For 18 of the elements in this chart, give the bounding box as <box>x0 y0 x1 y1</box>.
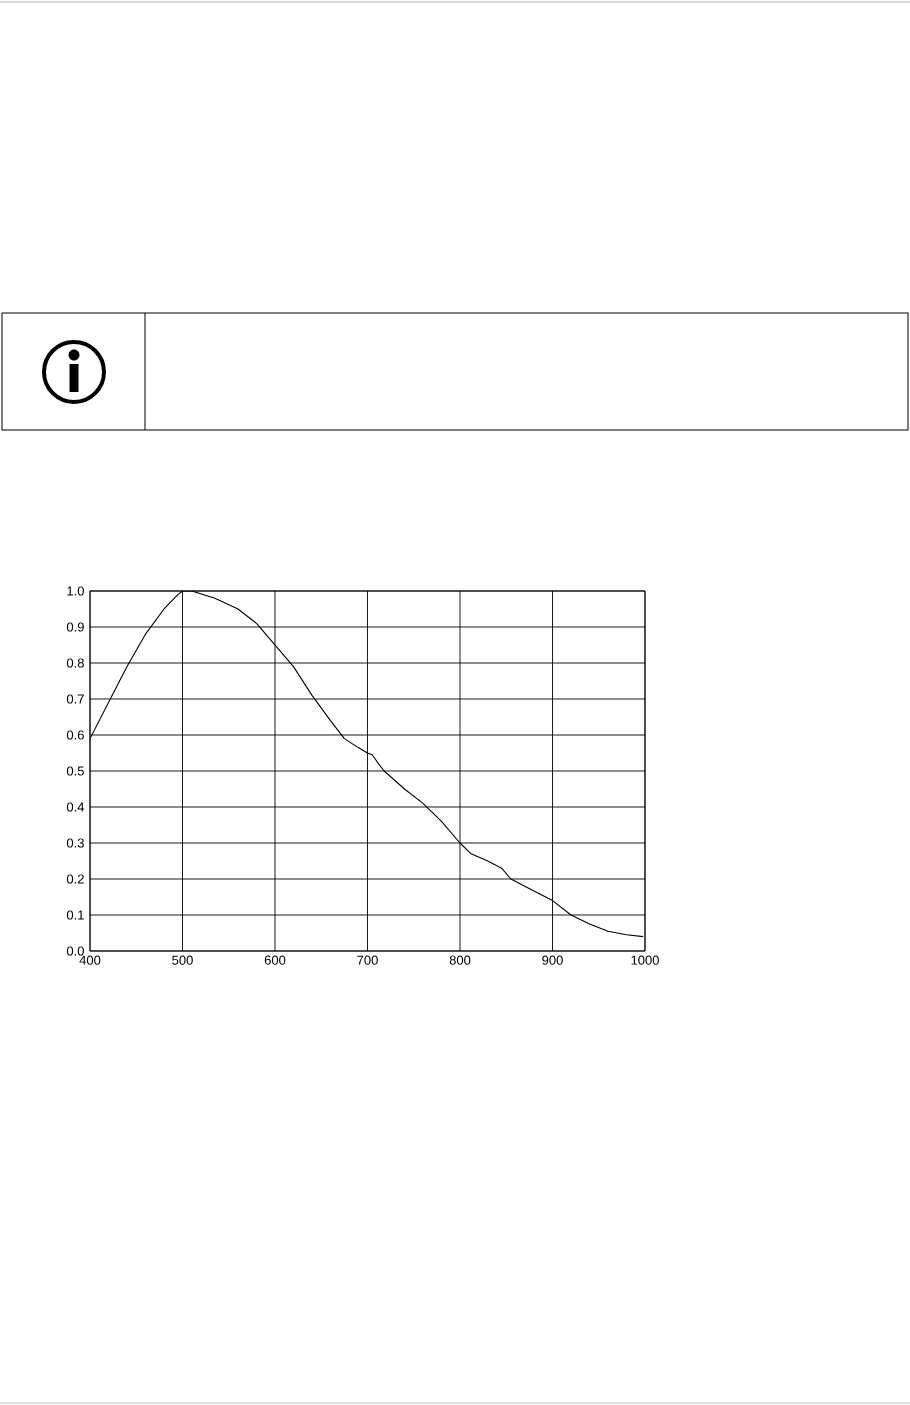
x-tick-label: 900 <box>542 955 563 965</box>
y-tick-label: 0.1 <box>66 910 84 920</box>
y-tick-label: 0.8 <box>66 658 84 668</box>
x-tick-label: 600 <box>264 955 286 965</box>
x-tick-label: 500 <box>172 955 193 965</box>
x-tick-label: 700 <box>357 955 378 965</box>
y-tick-label: 0.9 <box>66 622 84 632</box>
x-tick-label: 800 <box>449 955 471 965</box>
y-tick-label: 0.0 <box>66 946 84 956</box>
x-tick-label: 400 <box>79 955 101 965</box>
y-tick-label: 0.5 <box>66 766 84 776</box>
y-tick-label: 0.4 <box>66 802 85 812</box>
y-tick-label: 1.0 <box>67 586 84 596</box>
y-tick-label: 0.3 <box>66 838 84 848</box>
y-tick-label: 0.6 <box>66 730 84 740</box>
y-tick-label: 0.2 <box>66 874 84 884</box>
x-tick-label: 1000 <box>631 955 659 965</box>
y-tick-label: 0.7 <box>66 694 84 704</box>
